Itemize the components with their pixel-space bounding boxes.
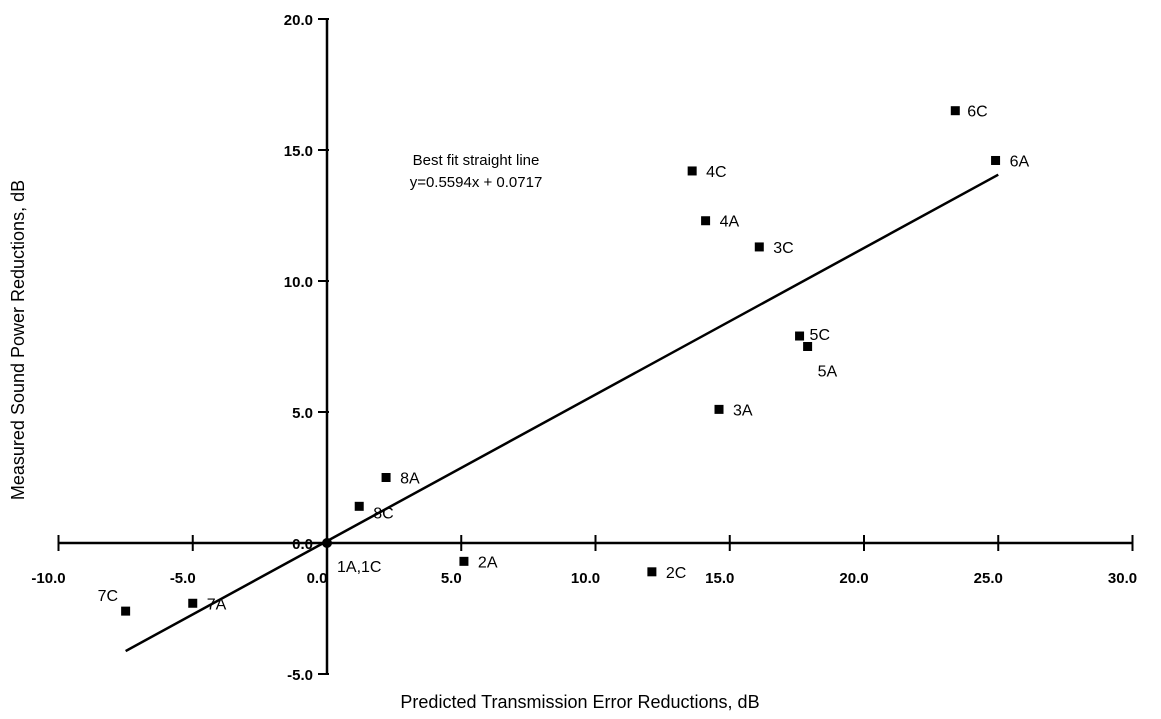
x-tick-label: 5.0 <box>441 570 462 587</box>
x-tick-label: -5.0 <box>170 570 196 587</box>
data-point <box>950 106 960 116</box>
point-label: 6A <box>1010 153 1030 170</box>
point-label: 8A <box>400 471 420 488</box>
fit-line <box>125 173 999 653</box>
point-labels: 6C 6A 4C 4A 3C 5C 5A 3A 8A 8C 1A,1C 2A 2C 7C 7A <box>98 104 1030 614</box>
data-point <box>714 404 724 414</box>
x-tick-label: 10.0 <box>571 570 600 587</box>
data-point <box>322 538 332 548</box>
fit-line-group <box>125 173 999 653</box>
x-axis-title: Predicted Transmission Error Reductions,… <box>400 692 759 712</box>
data-point <box>701 216 711 226</box>
point-label: 4A <box>720 214 740 231</box>
point-label: 6C <box>967 104 987 121</box>
fit-annotation-line1: Best fit straight line <box>413 152 540 169</box>
data-point <box>121 606 131 616</box>
data-point <box>795 331 805 341</box>
point-label: 5A <box>818 364 838 381</box>
data-points <box>121 106 1001 616</box>
axes: -10.0 -5.0 0.0 5.0 10.0 15.0 20.0 25.0 30.0 -5.0 0… <box>31 12 1137 684</box>
data-point <box>647 567 657 577</box>
x-tick-label: 0.0 <box>307 570 328 587</box>
x-tick-label: 30.0 <box>1108 570 1137 587</box>
y-tick-label: 20.0 <box>284 12 313 29</box>
x-tick-label: 15.0 <box>705 570 734 587</box>
point-label: 8C <box>373 505 393 522</box>
x-tick-label: -10.0 <box>31 570 65 587</box>
y-tick-label: 10.0 <box>284 274 313 291</box>
y-tick-label: 5.0 <box>292 405 313 422</box>
data-point <box>354 501 364 511</box>
y-tick-label: 0.0 <box>292 536 313 553</box>
data-point <box>459 556 469 566</box>
fit-annotation-line2: y=0.5594x + 0.0717 <box>410 174 543 191</box>
x-tick-label: 25.0 <box>974 570 1003 587</box>
x-tick-label: 20.0 <box>839 570 868 587</box>
point-label: 7C <box>98 588 118 605</box>
data-point <box>991 155 1001 165</box>
point-label: 7A <box>207 596 227 613</box>
point-label: 3C <box>773 240 793 257</box>
data-point <box>188 598 198 608</box>
y-axis-title: Measured Sound Power Reductions, dB <box>8 180 28 500</box>
point-label: 2C <box>666 565 686 582</box>
data-point <box>754 242 764 252</box>
point-label: 4C <box>706 164 726 181</box>
data-point <box>803 342 813 351</box>
y-tick-label: -5.0 <box>287 667 313 684</box>
point-label: 2A <box>478 554 498 571</box>
data-point <box>381 473 391 482</box>
data-point <box>687 166 697 176</box>
point-label: 5C <box>810 327 830 344</box>
point-label: 3A <box>733 402 753 419</box>
y-tick-label: 15.0 <box>284 143 313 160</box>
point-label: 1A,1C <box>337 559 381 576</box>
